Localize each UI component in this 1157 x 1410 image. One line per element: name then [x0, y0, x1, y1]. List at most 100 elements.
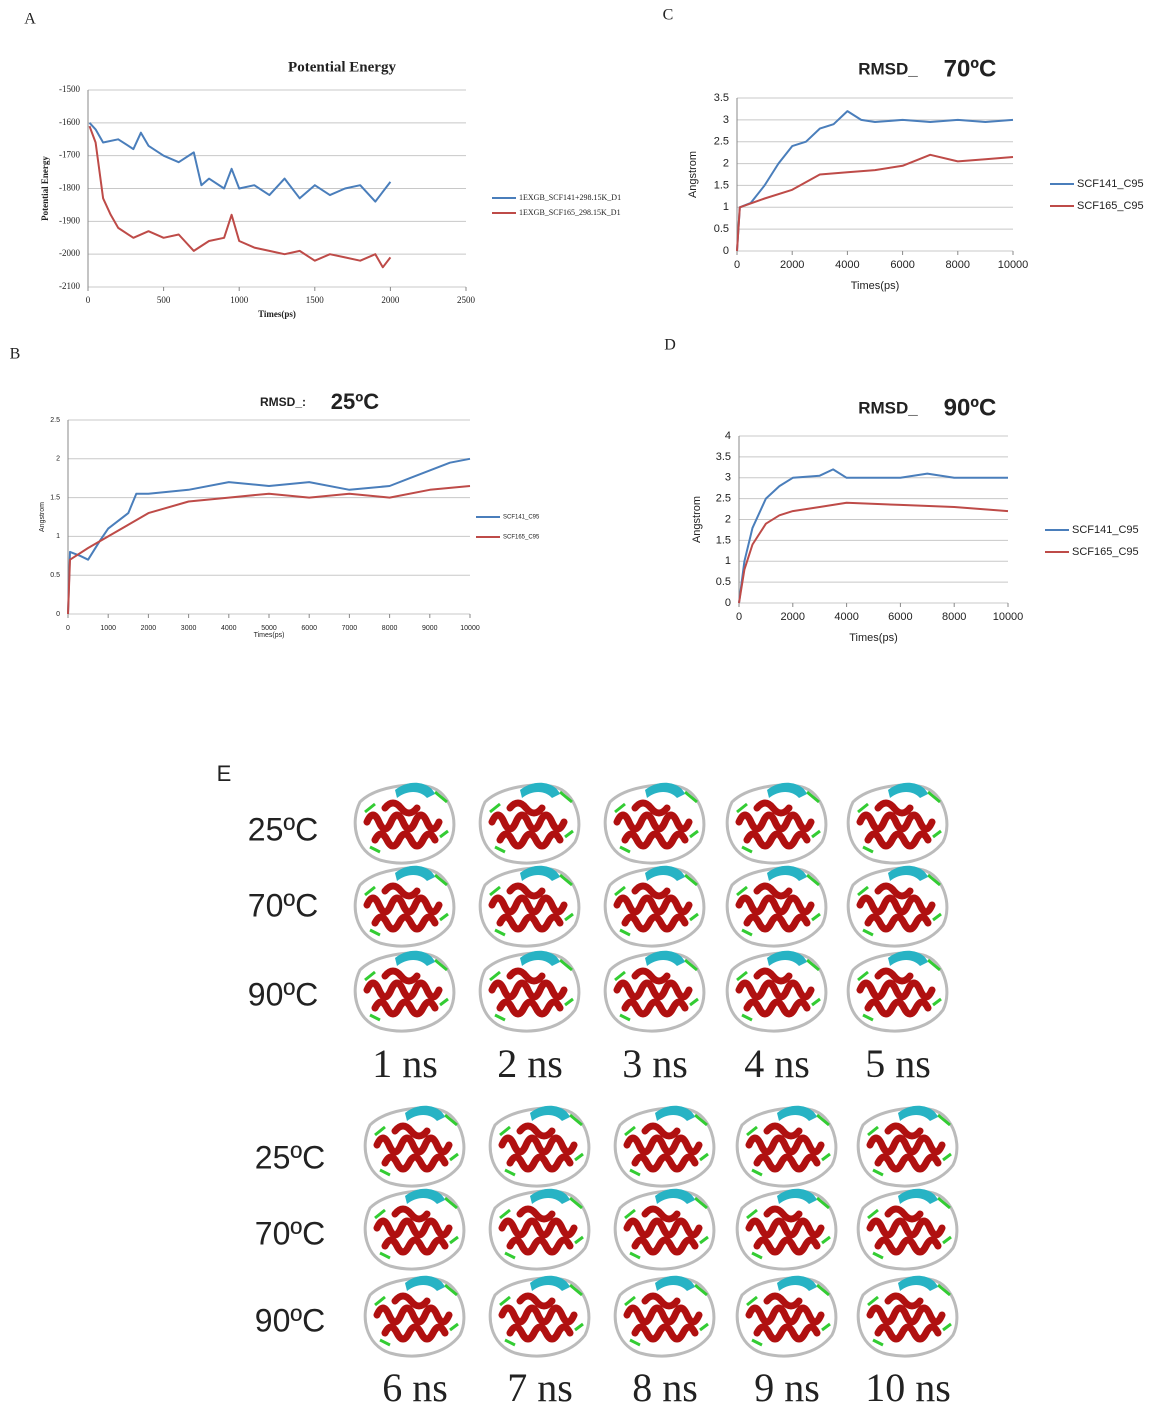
row-label: 25ºC [248, 811, 318, 847]
x-axis-label: Times(ps) [258, 309, 296, 319]
helix [735, 882, 815, 933]
helix [363, 799, 443, 850]
sheet [405, 1275, 445, 1291]
legend-label: SCF165_C95 [1077, 200, 1144, 212]
panel-label: B [10, 346, 21, 363]
x-tick-label: 0 [86, 295, 91, 305]
protein-structure [846, 950, 949, 1033]
y-tick-label: -1800 [59, 183, 80, 193]
legend-label: SCF141_C95 [1077, 178, 1144, 190]
series-line [736, 153, 1014, 252]
helix [866, 1292, 946, 1343]
x-tick-label: 6000 [888, 611, 912, 623]
protein-structure [353, 950, 456, 1033]
chart-title: Potential Energy [288, 59, 396, 75]
y-tick-label: 0.5 [50, 572, 60, 579]
helix [613, 967, 693, 1018]
x-tick-label: 4000 [834, 611, 858, 623]
protein-structure [725, 950, 828, 1033]
helix [745, 1205, 825, 1256]
time-label: 6 ns [382, 1365, 448, 1410]
coil-green [857, 790, 942, 854]
coil-green [614, 790, 699, 854]
time-label: 3 ns [622, 1041, 688, 1086]
sheet [888, 865, 928, 881]
legend-label: SCF141_C95 [1072, 524, 1139, 536]
x-tick-label: 8000 [942, 611, 966, 623]
row-label: 90ºC [248, 976, 318, 1012]
y-axis-label: Angstrom [39, 502, 46, 532]
protein-structure [856, 1275, 959, 1358]
y-axis-label: Potential Energy [40, 156, 50, 221]
x-tick-label: 1000 [230, 295, 249, 305]
sheet [888, 782, 928, 798]
coil-green [499, 1283, 584, 1347]
coil-green [374, 1196, 459, 1260]
protein-structure [613, 1275, 716, 1358]
helix [488, 799, 568, 850]
time-label: 1 ns [372, 1041, 438, 1086]
helix [866, 1205, 946, 1256]
y-tick-label: -1900 [59, 215, 80, 225]
helix [488, 967, 568, 1018]
x-tick-label: 0 [736, 611, 742, 623]
x-tick-label: 2000 [141, 625, 157, 632]
sheet [767, 782, 807, 798]
sheet [777, 1188, 817, 1204]
protein-structure [488, 1275, 591, 1358]
sheet [405, 1105, 445, 1121]
protein-structure [603, 865, 706, 948]
chart-title-temp: 90ºC [944, 394, 997, 421]
coil-green [746, 1196, 831, 1260]
protein-structure [363, 1188, 466, 1271]
sheet [655, 1105, 695, 1121]
legend-label: 1EXGB_SCF141+298.15K_D1 [519, 193, 621, 202]
x-tick-label: 4000 [221, 625, 237, 632]
coil-green [489, 958, 574, 1022]
x-tick-label: 2000 [381, 295, 400, 305]
sheet [777, 1275, 817, 1291]
series-line [67, 485, 471, 615]
protein-structure [725, 865, 828, 948]
y-tick-label: 3 [725, 472, 731, 484]
series-line [88, 125, 392, 269]
coil-green [867, 1196, 952, 1260]
coil-green [736, 958, 821, 1022]
helix [735, 967, 815, 1018]
protein-structure [735, 1275, 838, 1358]
protein-structure [478, 782, 581, 865]
sheet [655, 1275, 695, 1291]
helix [613, 799, 693, 850]
helix [745, 1292, 825, 1343]
helix [856, 882, 936, 933]
x-tick-label: 3000 [181, 625, 197, 632]
y-tick-label: -1600 [59, 117, 80, 127]
coil-green [374, 1283, 459, 1347]
row-label: 70ºC [255, 1215, 325, 1251]
x-axis-label: Times(ps) [254, 632, 285, 639]
y-tick-label: 2.5 [714, 136, 729, 148]
y-tick-label: 3.5 [714, 92, 729, 104]
y-tick-label: 3 [723, 114, 729, 126]
chart-title: RMSD_ [858, 398, 918, 417]
time-label: 9 ns [754, 1365, 820, 1410]
helix [498, 1205, 578, 1256]
y-axis-label: Angstrom [687, 151, 699, 198]
helix [363, 882, 443, 933]
panel-label: D [664, 337, 676, 354]
time-label: 8 ns [632, 1365, 698, 1410]
coil-green [499, 1113, 584, 1177]
series-line [738, 501, 1009, 604]
helix [613, 882, 693, 933]
legend-label: 1EXGB_SCF165_298.15K_D1 [519, 208, 621, 217]
coil-green [624, 1113, 709, 1177]
sheet [888, 950, 928, 966]
coil-green [867, 1113, 952, 1177]
coil-green [736, 873, 821, 937]
y-tick-label: 1 [56, 533, 60, 540]
sheet [520, 865, 560, 881]
panel-label: A [24, 11, 36, 28]
sheet [767, 950, 807, 966]
sheet [645, 782, 685, 798]
helix [373, 1292, 453, 1343]
